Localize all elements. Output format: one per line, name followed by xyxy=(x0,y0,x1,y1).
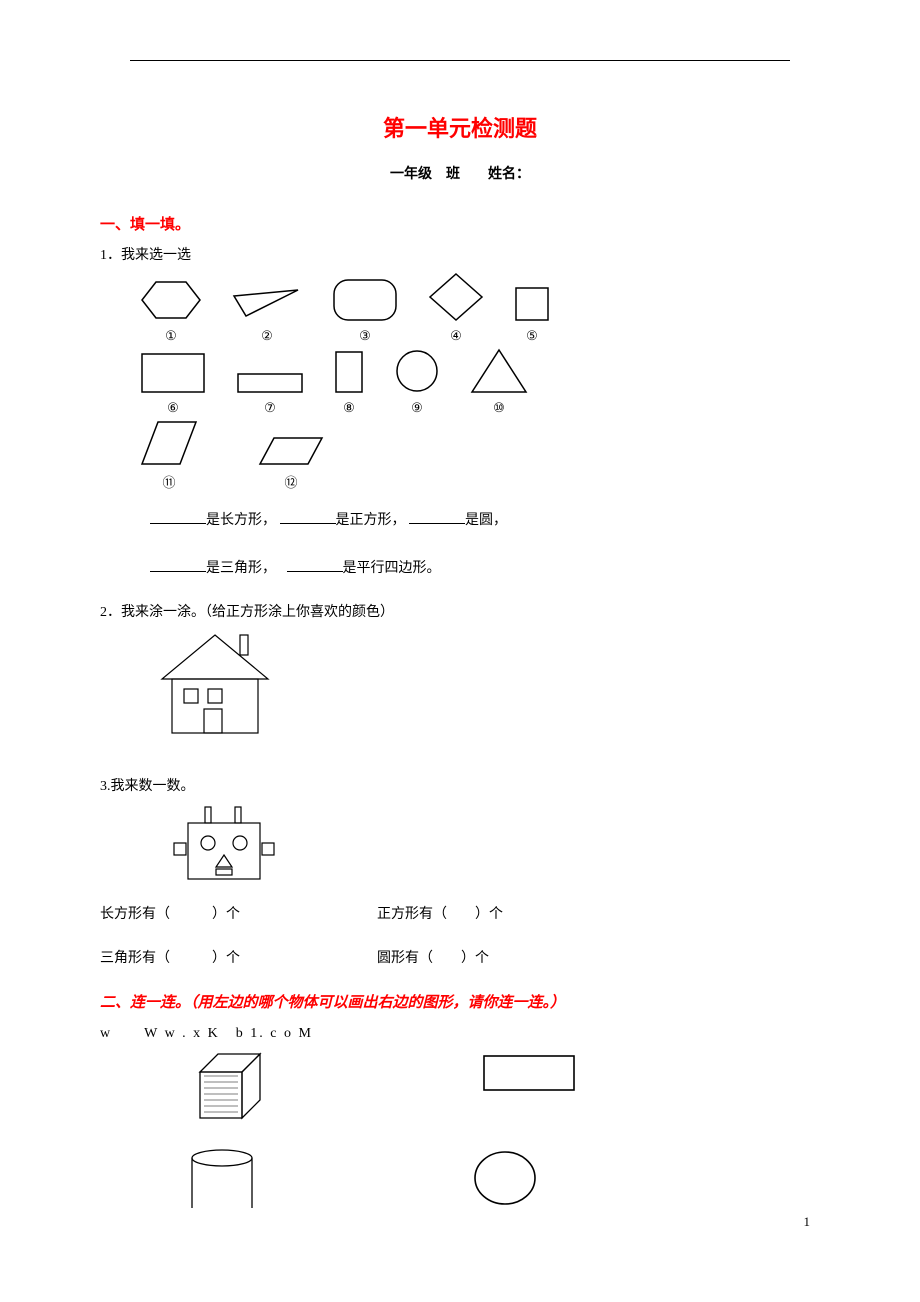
q2-prompt: 2．我来涂一涂。（给正方形涂上你喜欢的颜色） xyxy=(100,601,820,621)
q3-row-1: 长方形有（ ）个 正方形有（ ）个 xyxy=(100,903,820,923)
q3-prompt: 3.我来数一数。 xyxy=(100,775,820,795)
q1-prompt: 1．我来选一选 xyxy=(100,244,820,264)
watermark-text: w W w . x K b 1. c o M xyxy=(100,1022,820,1042)
label-4: ④ xyxy=(450,328,462,344)
worksheet-page: 第一单元检测题 一年级 班 姓名： 一、填一填。 1．我来选一选 ① ② ③ ④… xyxy=(0,0,920,1248)
cube-icon xyxy=(180,1048,280,1128)
text: 圆形有（ ）个 xyxy=(377,951,489,966)
text: 是正方形， xyxy=(336,513,406,528)
top-rule xyxy=(130,60,790,61)
label-3: ③ xyxy=(359,328,371,344)
blank[interactable] xyxy=(409,509,465,524)
shapes-row-3: ⑪ ⑫ xyxy=(140,420,820,491)
shape-hexagon: ① xyxy=(140,278,202,344)
q1-fill-line-2: 是三角形， 是平行四边形。 xyxy=(150,557,820,577)
rectangle-outline-icon xyxy=(480,1048,580,1098)
house-figure xyxy=(150,629,820,749)
page-title: 第一单元检测题 xyxy=(100,111,820,143)
circle-outline-icon xyxy=(470,1148,540,1208)
label-5: ⑤ xyxy=(526,328,538,344)
shape-rounded-rect: ③ xyxy=(332,278,398,344)
shape-long-rect: ⑦ xyxy=(236,372,304,416)
text: 是长方形， xyxy=(206,513,276,528)
shapes-row-2: ⑥ ⑦ ⑧ ⑨ ⑩ xyxy=(140,348,820,416)
blank[interactable] xyxy=(287,557,343,572)
label-8: ⑧ xyxy=(343,400,355,416)
text: 是圆， xyxy=(465,513,507,528)
shape-rectangle: ⑥ xyxy=(140,352,206,416)
shape-circle: ⑨ xyxy=(394,348,440,416)
blank[interactable] xyxy=(150,557,206,572)
label-11: ⑪ xyxy=(162,472,175,491)
shape-diamond: ④ xyxy=(428,272,484,344)
robot-figure xyxy=(150,803,820,893)
section-1-head: 一、填一填。 xyxy=(100,213,820,234)
label-2: ② xyxy=(261,328,273,344)
label-10: ⑩ xyxy=(493,400,505,416)
text: 是三角形， xyxy=(206,561,283,576)
blank[interactable] xyxy=(150,509,206,524)
label-7: ⑦ xyxy=(264,400,276,416)
section-2-head: 二、连一连。（用左边的哪个物体可以画出右边的图形，请你连一连。） xyxy=(100,991,820,1012)
label-6: ⑥ xyxy=(167,400,179,416)
blank[interactable] xyxy=(280,509,336,524)
match-row-2 xyxy=(180,1148,820,1208)
label-1: ① xyxy=(165,328,177,344)
shape-tall-rect: ⑧ xyxy=(334,350,364,416)
text: 是平行四边形。 xyxy=(343,561,441,576)
cylinder-icon xyxy=(180,1148,270,1208)
label-12: ⑫ xyxy=(284,472,297,491)
q1-fill-line-1: 是长方形， 是正方形， 是圆， xyxy=(150,509,820,529)
page-number: 1 xyxy=(804,1214,811,1230)
shape-thin-triangle: ② xyxy=(232,288,302,344)
shape-parallelogram-1: ⑪ xyxy=(140,420,198,491)
q3-row-2: 三角形有（ ）个 圆形有（ ）个 xyxy=(100,947,820,967)
text: 长方形有（ ）个 xyxy=(100,907,240,922)
label-9: ⑨ xyxy=(411,400,423,416)
shape-small-square: ⑤ xyxy=(514,286,550,344)
text: 正方形有（ ）个 xyxy=(377,907,503,922)
page-subtitle: 一年级 班 姓名： xyxy=(100,163,820,183)
text: 三角形有（ ）个 xyxy=(100,951,240,966)
shape-parallelogram-2: ⑫ xyxy=(258,436,324,491)
shapes-row-1: ① ② ③ ④ ⑤ xyxy=(140,272,820,344)
shape-triangle: ⑩ xyxy=(470,348,528,416)
match-row-1 xyxy=(180,1048,820,1128)
